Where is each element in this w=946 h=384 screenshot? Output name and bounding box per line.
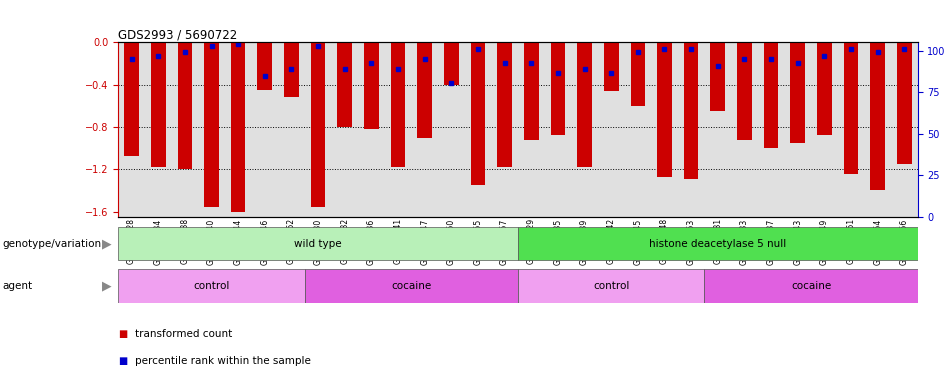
Bar [311,42,325,207]
Text: agent: agent [2,281,32,291]
Bar [705,270,918,303]
Bar [897,42,912,164]
Bar [305,270,518,303]
Bar [124,42,139,156]
Text: ▶: ▶ [102,237,112,250]
Bar [391,42,405,167]
Bar [844,42,858,174]
Text: histone deacetylase 5 null: histone deacetylase 5 null [649,239,786,249]
Bar [551,42,565,136]
Bar [604,42,619,91]
Bar [178,42,192,169]
Bar [257,42,272,90]
Bar [284,42,299,97]
Bar [684,42,698,179]
Text: ■: ■ [118,329,128,339]
Bar [118,270,305,303]
Bar [118,227,518,260]
Text: genotype/variation: genotype/variation [2,239,101,249]
Text: percentile rank within the sample: percentile rank within the sample [135,356,311,366]
Bar [631,42,645,106]
Bar [577,42,592,167]
Text: cocaine: cocaine [392,281,431,291]
Bar [204,42,219,207]
Text: transformed count: transformed count [135,329,233,339]
Bar [791,42,805,143]
Text: ▶: ▶ [102,280,112,293]
Bar [518,270,705,303]
Bar [231,42,245,212]
Bar [498,42,512,167]
Text: control: control [593,281,629,291]
Text: GDS2993 / 5690722: GDS2993 / 5690722 [118,28,237,41]
Bar [338,42,352,127]
Bar [417,42,432,137]
Bar [870,42,885,190]
Bar [444,42,459,84]
Bar [151,42,166,167]
Bar [471,42,485,185]
Bar [364,42,378,129]
Bar [763,42,779,148]
Text: ■: ■ [118,356,128,366]
Text: cocaine: cocaine [791,281,832,291]
Bar [518,227,918,260]
Text: wild type: wild type [294,239,342,249]
Bar [524,42,538,140]
Bar [817,42,832,136]
Bar [657,42,672,177]
Text: control: control [193,281,230,291]
Bar [710,42,725,111]
Bar [737,42,752,140]
